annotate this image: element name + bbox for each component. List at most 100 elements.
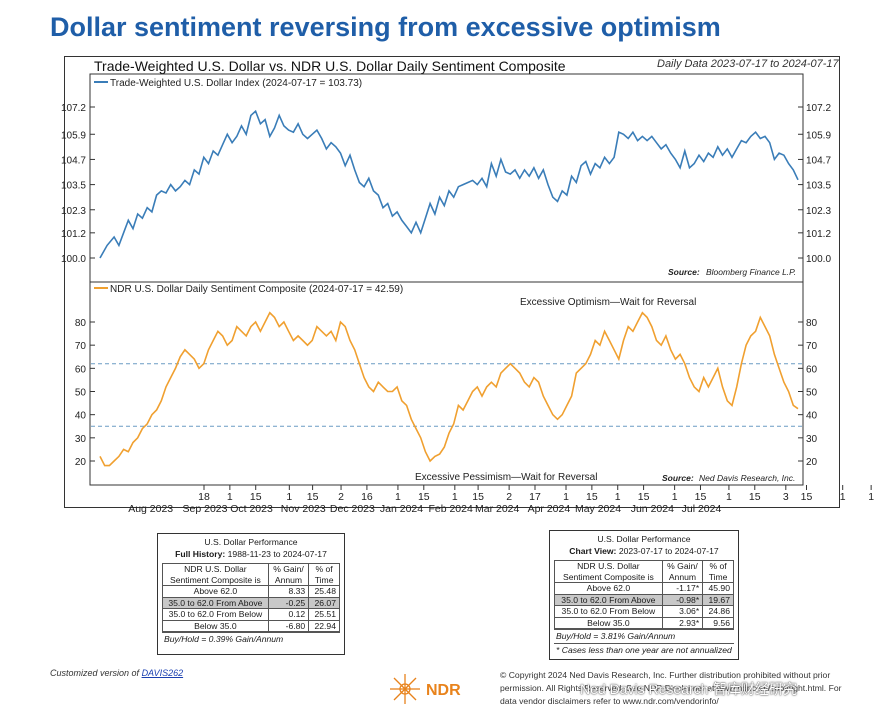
full-table-subtitle-range: 1988-11-23 to 2024-07-17 [227, 549, 327, 559]
x-tick-label: 15 [472, 491, 484, 503]
y-tick-label-right: 60 [806, 364, 818, 375]
full-table-title: U.S. Dollar Performance [204, 537, 298, 547]
x-month-label: Oct 2023 [230, 503, 273, 515]
x-tick-label: 1 [840, 491, 846, 503]
y-tick-label-left: 50 [75, 388, 87, 399]
x-tick-label: 15 [418, 491, 430, 503]
x-month-label: Jun 2024 [631, 503, 674, 515]
y-tick-label-right: 20 [806, 457, 818, 468]
y-tick-label-left: 40 [75, 411, 87, 422]
x-tick-label: 1 [286, 491, 292, 503]
y-tick-label-right: 100.0 [806, 254, 831, 265]
customized-note: Customized version of DAVIS262 [50, 668, 184, 678]
x-tick-label: 15 [749, 491, 761, 503]
table-row: 35.0 to 62.0 From Above -0.25 26.07 [162, 596, 340, 609]
x-month-label: Mar 2024 [475, 503, 520, 515]
x-axis: 181151152161151152171151151151153151116A… [128, 485, 874, 515]
y-tick-label-left: 102.3 [61, 206, 86, 217]
chart-title: Trade-Weighted U.S. Dollar vs. NDR U.S. … [94, 58, 566, 74]
y-tick-label-left: 105.9 [61, 130, 86, 141]
full-table-footnote: Buy/Hold = 0.39% Gain/Annum [162, 632, 340, 646]
y-tick-label-right: 70 [806, 341, 818, 352]
y-tick-label-left: 60 [75, 364, 87, 375]
y-tick-label-right: 40 [806, 411, 818, 422]
full-history-table: U.S. Dollar Performance Full History: 19… [157, 533, 345, 655]
sentiment-panel: NDR U.S. Dollar Daily Sentiment Composit… [75, 281, 818, 486]
y-tick-label-left: 103.5 [61, 181, 86, 192]
sentiment-series [99, 311, 799, 467]
y-tick-label-left: 107.2 [61, 103, 86, 114]
chart-table-header-gain: % Gain/ Annum [661, 560, 704, 583]
sentiment-legend-label: NDR U.S. Dollar Daily Sentiment Composit… [110, 284, 403, 295]
ndr-logo-icon [390, 674, 420, 704]
chart-table-header-condition: NDR U.S. Dollar Sentiment Composite is [554, 560, 663, 583]
watermark: Ned Davis Research·智库财经研究 [580, 681, 798, 697]
x-month-label: Apr 2024 [528, 503, 571, 515]
y-tick-label-left: 20 [75, 457, 87, 468]
x-tick-label: 15 [586, 491, 598, 503]
y-tick-label-right: 103.5 [806, 181, 831, 192]
table-row: Below 35.0 2.93* 9.56 [554, 616, 734, 629]
x-tick-label: 3 [783, 491, 789, 503]
chart-table-subtitle-label: Chart View: [569, 546, 617, 556]
y-tick-label-right: 101.2 [806, 229, 831, 240]
x-tick-label: 1 [395, 491, 401, 503]
x-month-label: Jul 2024 [682, 503, 722, 515]
y-tick-label-right: 104.7 [806, 155, 831, 166]
dollar-source: Bloomberg Finance L.P. [706, 267, 796, 277]
x-month-label: Nov 2023 [281, 503, 326, 515]
x-month-label: Sep 2023 [183, 503, 228, 515]
table-row: 35.0 to 62.0 From Above -0.98* 19.67 [554, 593, 734, 606]
optimism-annotation: Excessive Optimism—Wait for Reversal [520, 297, 696, 308]
ndr-logo-text: NDR [426, 682, 461, 699]
full-table-header-condition: NDR U.S. Dollar Sentiment Composite is [162, 563, 269, 586]
table-row: Above 62.0 -1.17* 45.90 [554, 582, 734, 595]
y-tick-label-right: 102.3 [806, 206, 831, 217]
x-tick-label: 15 [638, 491, 650, 503]
y-tick-label-right: 107.2 [806, 103, 831, 114]
full-table-grid: NDR U.S. Dollar Sentiment Composite is %… [162, 563, 340, 632]
x-month-label: Dec 2023 [330, 503, 375, 515]
full-table-header-time: % of Time [308, 563, 340, 586]
chart-table-footnote-2: * Cases less than one year are not annua… [554, 643, 734, 657]
y-tick-label-left: 70 [75, 341, 87, 352]
x-tick-label: 1 [615, 491, 621, 503]
y-tick-label-right: 50 [806, 388, 818, 399]
dollar-legend-label: Trade-Weighted U.S. Dollar Index (2024-0… [110, 78, 362, 89]
x-tick-label: 17 [529, 491, 541, 503]
table-row: Below 35.0 -6.80 22.94 [162, 619, 340, 632]
x-tick-label: 16 [361, 491, 373, 503]
dollar-index-panel: Trade-Weighted U.S. Dollar Index (2024-0… [61, 73, 831, 283]
table-row: 35.0 to 62.0 From Below 3.06* 24.86 [554, 605, 734, 618]
davis262-link[interactable]: DAVIS262 [141, 668, 184, 678]
chart-canvas: Trade-Weighted U.S. Dollar Index (2024-0… [61, 73, 874, 515]
x-tick-label: 15 [307, 491, 319, 503]
x-month-label: Feb 2024 [428, 503, 473, 515]
sentiment-source: Ned Davis Research, Inc. [699, 473, 795, 483]
y-tick-label-left: 101.2 [61, 229, 86, 240]
table-row: 35.0 to 62.0 From Below 0.12 25.51 [162, 608, 340, 621]
full-table-subtitle-label: Full History: [175, 549, 226, 559]
chart-date-range: Daily Data 2023-07-17 to 2024-07-17 [657, 58, 839, 70]
x-month-label: May 2024 [575, 503, 621, 515]
y-tick-label-right: 80 [806, 318, 818, 329]
chart-table-grid: NDR U.S. Dollar Sentiment Composite is %… [554, 560, 734, 629]
dollar-source-label: Source: [668, 267, 700, 277]
y-tick-label-right: 30 [806, 434, 818, 445]
chart-table-title: U.S. Dollar Performance [597, 534, 691, 544]
x-tick-label: 1 [563, 491, 569, 503]
x-tick-label: 1 [452, 491, 458, 503]
x-tick-label: 1 [672, 491, 678, 503]
full-table-header-gain: % Gain/ Annum [267, 563, 310, 586]
x-month-label: Aug 2023 [128, 503, 173, 515]
x-tick-label: 2 [338, 491, 344, 503]
x-tick-label: 1 [227, 491, 233, 503]
chart-table-footnote: Buy/Hold = 3.81% Gain/Annum [554, 629, 734, 643]
chart-table-header-time: % of Time [702, 560, 734, 583]
x-tick-label: 18 [198, 491, 210, 503]
y-tick-label-left: 80 [75, 318, 87, 329]
main-title: Dollar sentiment reversing from excessiv… [50, 12, 721, 42]
x-tick-label: 1 [726, 491, 732, 503]
sentiment-plot-frame [89, 281, 804, 486]
x-month-label: Jan 2024 [380, 503, 423, 515]
